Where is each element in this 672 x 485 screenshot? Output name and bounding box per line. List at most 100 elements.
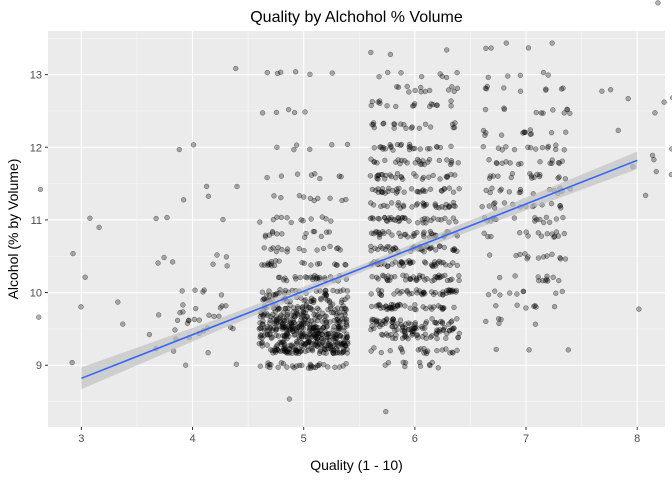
data-point [551, 234, 557, 240]
data-point [280, 324, 287, 330]
data-point [377, 231, 383, 237]
data-point [545, 145, 551, 151]
data-point [436, 205, 442, 211]
data-point [420, 188, 426, 194]
data-point [498, 132, 505, 138]
data-point [261, 245, 267, 251]
data-point [503, 40, 509, 46]
data-point [302, 334, 309, 340]
data-point [483, 318, 489, 325]
data-point [391, 125, 397, 131]
data-point [332, 364, 338, 370]
data-point [296, 321, 302, 327]
data-point [36, 314, 42, 320]
data-point [314, 274, 320, 280]
data-point [196, 317, 202, 323]
data-point [525, 45, 532, 51]
data-point [211, 313, 217, 320]
data-point [421, 345, 427, 352]
data-point [261, 333, 267, 339]
data-point [368, 49, 374, 56]
data-point [179, 288, 185, 294]
data-point [420, 220, 426, 226]
data-point [266, 327, 273, 333]
data-point [404, 160, 410, 166]
major-gridlines [48, 31, 665, 427]
data-point [340, 363, 346, 369]
data-point [155, 312, 162, 318]
data-point [496, 320, 502, 327]
data-point [414, 156, 421, 163]
data-point [219, 303, 225, 309]
data-point [323, 292, 329, 298]
data-point [383, 408, 389, 415]
data-point [625, 96, 631, 102]
data-point [316, 334, 322, 340]
data-point [540, 278, 546, 284]
data-point [275, 274, 282, 281]
data-point [316, 307, 322, 313]
data-point [451, 203, 457, 209]
data-point [448, 103, 454, 109]
data-point [435, 303, 441, 309]
data-point [560, 214, 566, 221]
data-point [388, 144, 394, 150]
data-point [421, 350, 427, 356]
data-point [314, 261, 321, 267]
data-point [387, 172, 393, 178]
data-point [327, 195, 333, 201]
data-point [393, 190, 400, 196]
data-point [206, 312, 212, 318]
data-point [330, 336, 336, 342]
data-point [447, 262, 453, 268]
data-point [499, 147, 505, 153]
data-point [567, 110, 573, 117]
data-point [275, 347, 282, 354]
trend-line [81, 159, 638, 380]
data-point [378, 321, 384, 327]
data-point [447, 350, 453, 356]
data-point [407, 305, 413, 311]
data-point [287, 342, 293, 349]
data-point [336, 173, 342, 179]
data-point [398, 121, 404, 127]
data-point [387, 51, 394, 58]
data-point [391, 217, 397, 223]
data-point [483, 86, 490, 92]
data-point [427, 103, 433, 110]
data-point [264, 342, 270, 348]
data-point [260, 321, 266, 327]
data-point [565, 347, 571, 353]
data-point [550, 107, 556, 113]
data-point [413, 277, 419, 283]
data-point [535, 255, 542, 261]
data-point [559, 288, 565, 295]
data-point [344, 141, 351, 148]
data-point [426, 362, 433, 368]
data-point [279, 231, 285, 237]
data-point [301, 247, 307, 254]
data-point [282, 305, 288, 312]
data-point [523, 229, 529, 235]
data-point [495, 173, 501, 179]
data-point [526, 347, 532, 353]
data-point [369, 316, 375, 323]
data-point [443, 335, 449, 341]
data-point [550, 274, 556, 280]
data-point [456, 330, 462, 337]
data-point [284, 215, 290, 221]
data-point [456, 186, 462, 192]
data-point [286, 107, 292, 113]
data-point [523, 305, 529, 311]
data-point [439, 204, 445, 210]
data-point [556, 277, 562, 284]
data-point [161, 254, 167, 261]
data-point [408, 321, 414, 327]
data-point [437, 176, 443, 182]
data-point [642, 192, 649, 199]
data-point [310, 364, 317, 371]
data-point [506, 189, 512, 195]
data-point [280, 332, 286, 339]
data-point [305, 347, 311, 353]
data-point [411, 101, 418, 107]
